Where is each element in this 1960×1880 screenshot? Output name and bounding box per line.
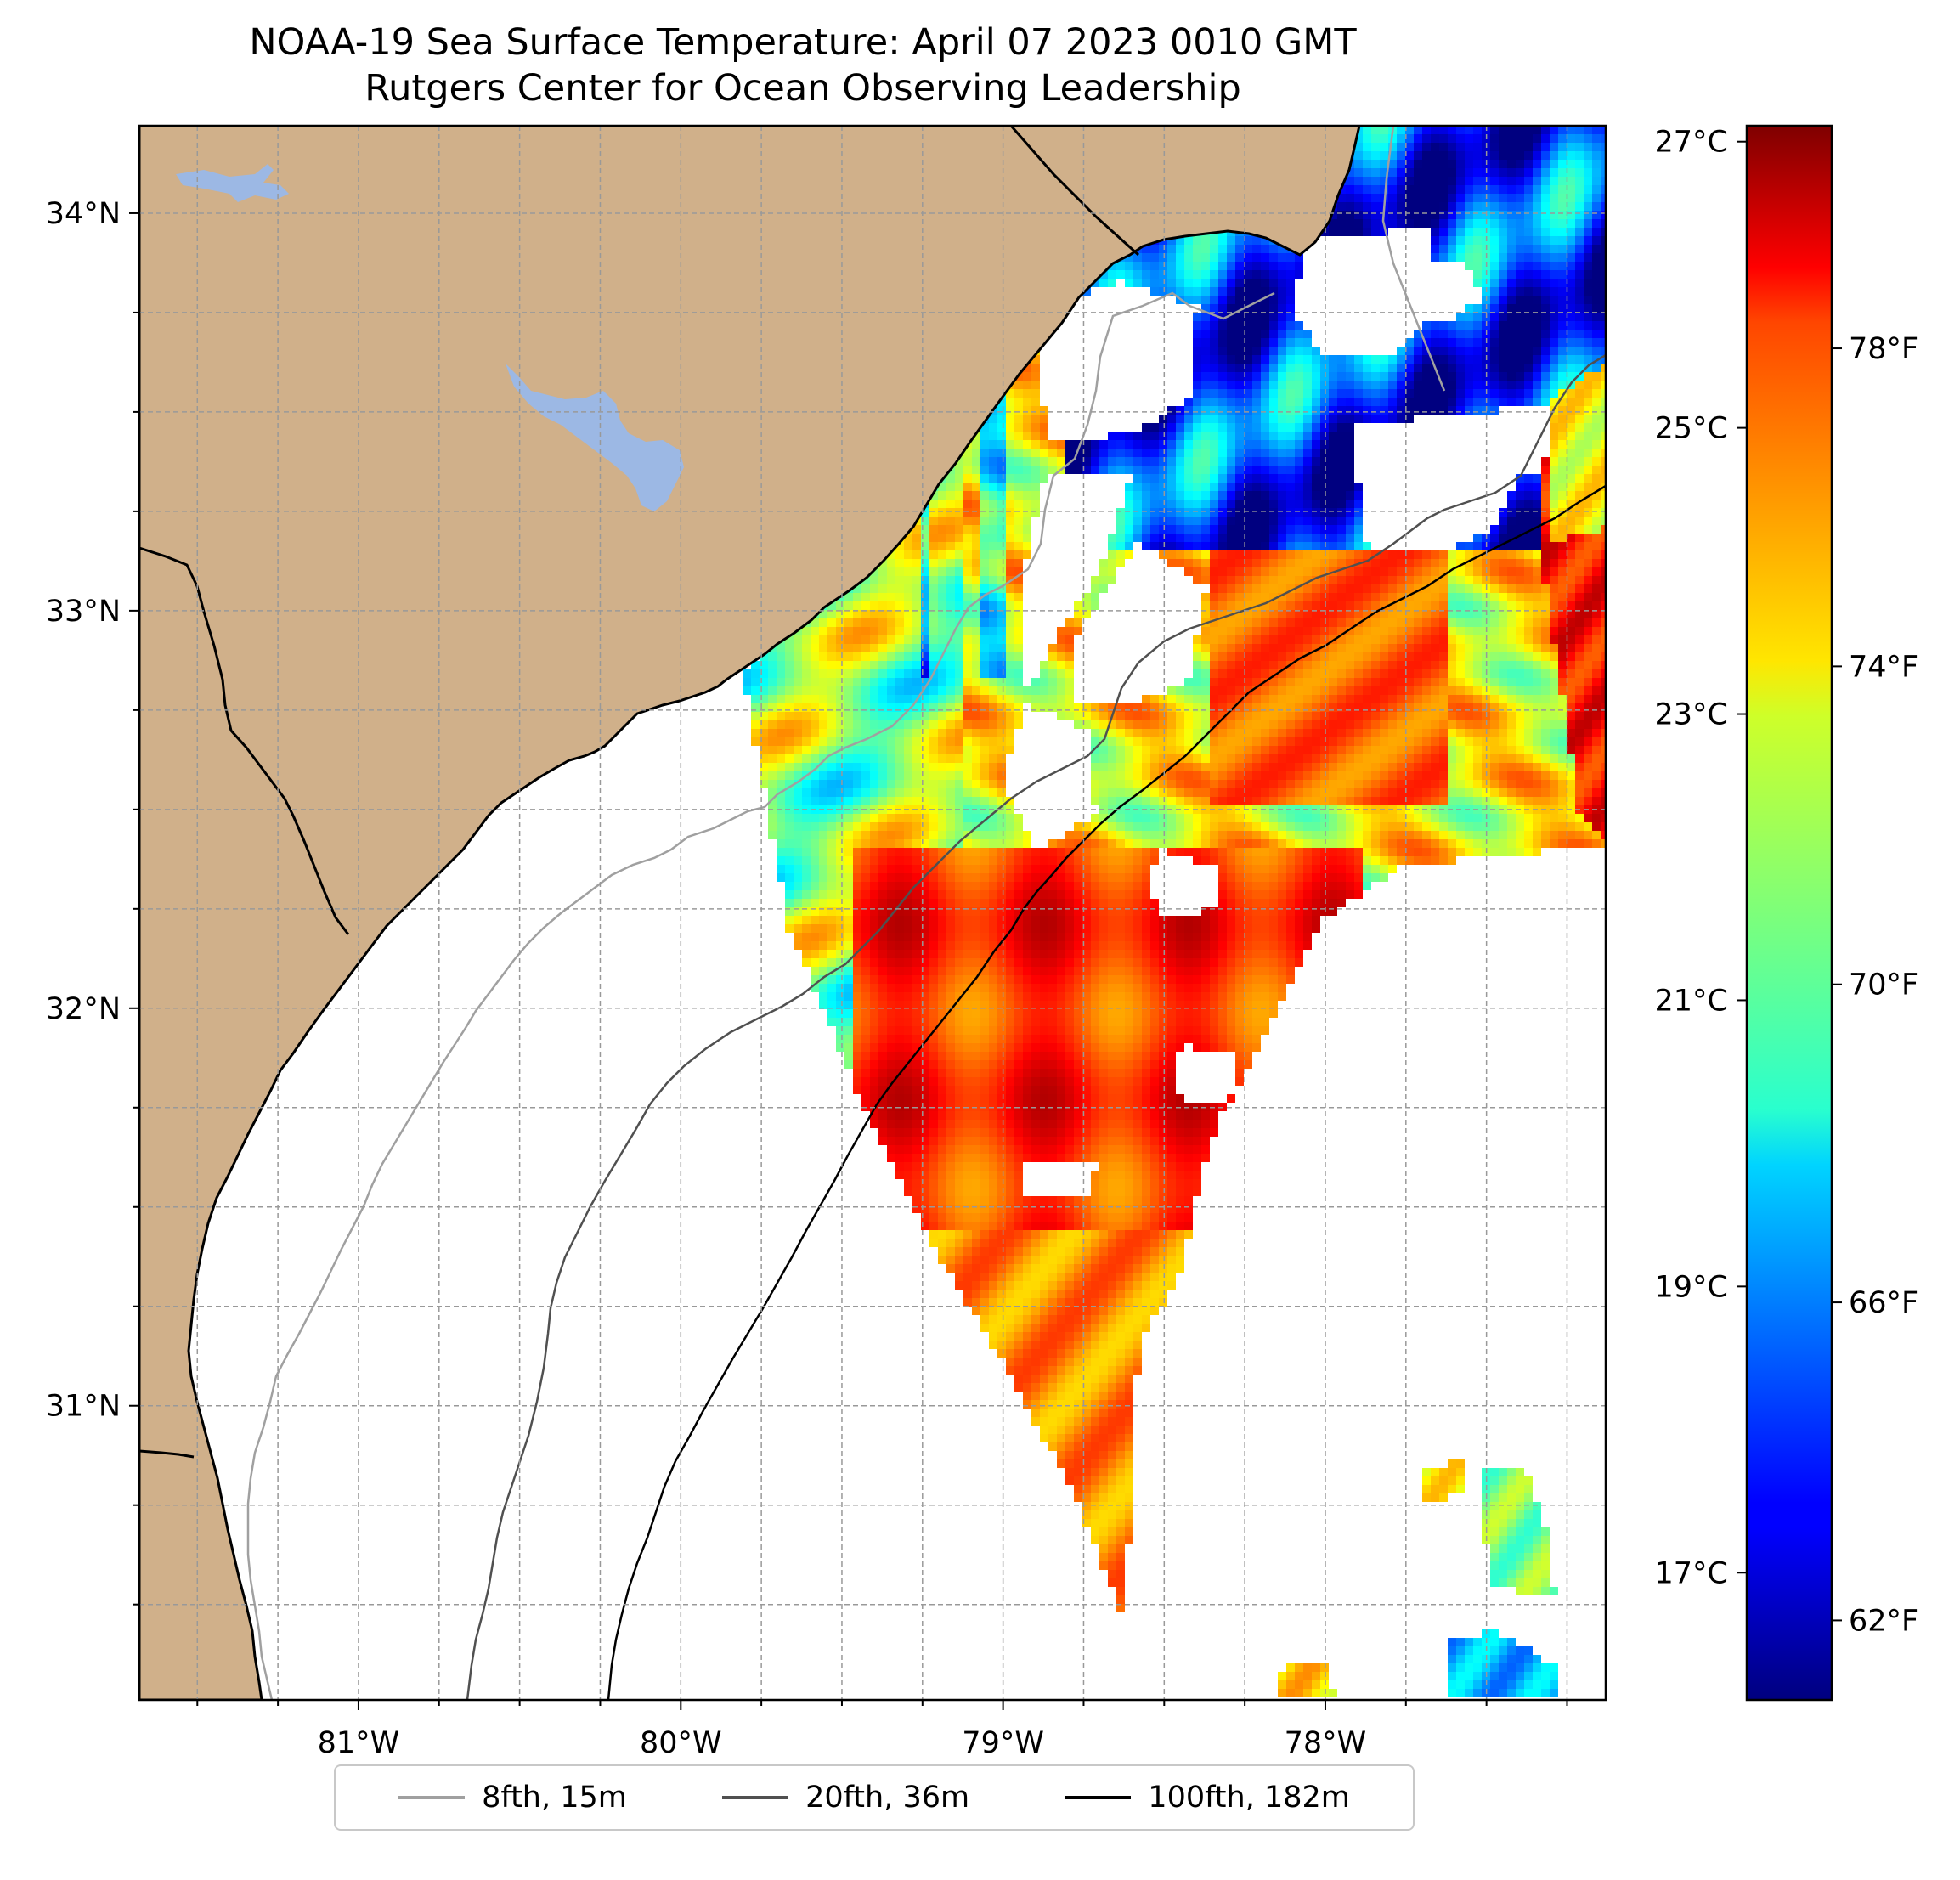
isobath-100fth — [607, 484, 1606, 1700]
legend-label: 8fth, 15m — [482, 1781, 627, 1815]
legend: 8fth, 15m 20fth, 36m 100fth, 182m — [334, 1764, 1415, 1831]
legend-line-100fth — [1065, 1796, 1132, 1799]
legend-label: 100fth, 182m — [1148, 1781, 1350, 1815]
legend-item-8fth: 8fth, 15m — [398, 1781, 627, 1815]
colorbar — [1745, 124, 1833, 1702]
chart-title: NOAA-19 Sea Surface Temperature: April 0… — [249, 21, 1357, 64]
lake — [176, 164, 289, 202]
chart-subtitle: Rutgers Center for Ocean Observing Leade… — [364, 67, 1241, 110]
legend-line-20fth — [722, 1796, 789, 1799]
state-border — [139, 1449, 195, 1459]
legend-item-100fth: 100fth, 182m — [1065, 1781, 1350, 1815]
fahrenheit-tick-label: 74°F — [1849, 650, 1918, 684]
isobath-20fth — [466, 353, 1606, 1700]
fahrenheit-tick-label: 62°F — [1849, 1604, 1918, 1638]
celsius-tick-label: 23°C — [1655, 698, 1728, 732]
lon-tick-label: 78°W — [1285, 1726, 1367, 1760]
fahrenheit-tick-label: 66°F — [1849, 1286, 1918, 1320]
legend-item-20fth: 20fth, 36m — [722, 1781, 969, 1815]
lat-tick-label: 31°N — [46, 1390, 121, 1424]
celsius-tick-label: 25°C — [1655, 412, 1728, 446]
lake — [506, 364, 684, 511]
isobath-8fth — [246, 126, 1446, 1700]
lat-tick-label: 33°N — [46, 595, 121, 629]
plot-frame — [138, 124, 1607, 1702]
fahrenheit-tick-label: 70°F — [1849, 968, 1918, 1002]
axis-ticks: 81°W 80°W 79°W 78°W 34°N 33°N 32°N 31°N — [46, 197, 1568, 1760]
celsius-tick-label: 17°C — [1655, 1556, 1728, 1590]
celsius-tick-label: 27°C — [1655, 126, 1728, 160]
lon-tick-label: 80°W — [640, 1726, 722, 1760]
gridlines — [139, 126, 1606, 1700]
celsius-tick-label: 19°C — [1655, 1270, 1728, 1304]
colorbar-ticks: 27°C 25°C 23°C 21°C 19°C 17°C 78°F 74°F 70°F 66°F… — [1655, 126, 1919, 1639]
lon-tick-label: 79°W — [962, 1726, 1044, 1760]
legend-line-8fth — [398, 1796, 466, 1799]
lon-tick-label: 81°W — [318, 1726, 400, 1760]
fahrenheit-tick-label: 78°F — [1849, 332, 1918, 366]
lat-tick-label: 34°N — [46, 197, 121, 231]
celsius-tick-label: 21°C — [1655, 984, 1728, 1018]
state-border — [1009, 126, 1140, 257]
lat-tick-label: 32°N — [46, 992, 121, 1026]
legend-label: 20fth, 36m — [805, 1781, 970, 1815]
